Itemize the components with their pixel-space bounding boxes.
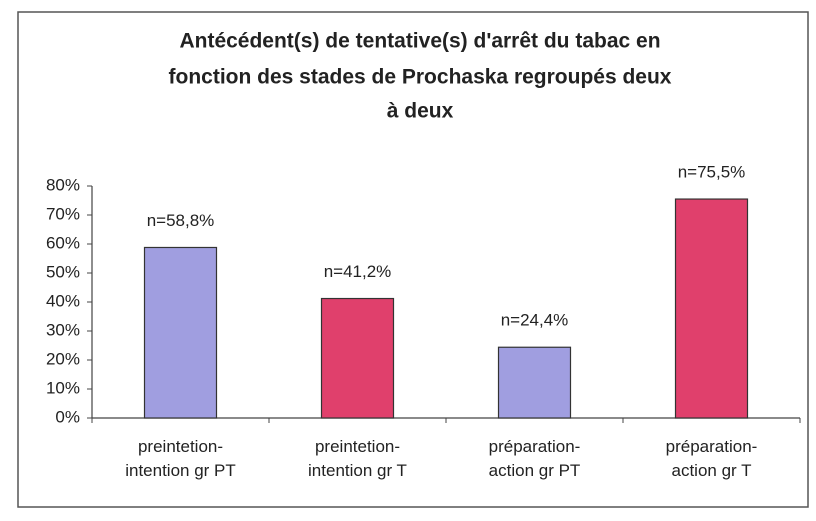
bar	[143, 246, 218, 419]
x-tick-label: préparation-action gr PT	[489, 437, 581, 480]
x-tick-label: preintetion-intention gr T	[308, 437, 407, 480]
y-tick-label: 10%	[46, 378, 80, 397]
value-label: n=58,8%	[147, 211, 215, 230]
bar	[497, 346, 572, 419]
chart-title: fonction des stades de Prochaska regroup…	[169, 66, 672, 89]
bar	[320, 297, 395, 419]
bar	[674, 198, 749, 419]
y-tick-label: 0%	[55, 407, 80, 426]
y-tick-label: 70%	[46, 204, 80, 223]
y-tick-label: 50%	[46, 262, 80, 281]
chart-title: Antécédent(s) de tentative(s) d'arrêt du…	[179, 30, 660, 53]
value-label: n=41,2%	[324, 262, 392, 281]
chart-title: à deux	[387, 100, 454, 123]
y-tick-label: 80%	[46, 175, 80, 194]
value-label: n=75,5%	[678, 163, 746, 182]
y-tick-label: 30%	[46, 320, 80, 339]
y-tick-label: 60%	[46, 233, 80, 252]
y-tick-label: 40%	[46, 291, 80, 310]
value-label: n=24,4%	[501, 311, 569, 330]
x-tick-label: preintetion-intention gr PT	[125, 437, 236, 480]
x-tick-label: préparation-action gr T	[666, 437, 758, 480]
y-tick-label: 20%	[46, 349, 80, 368]
